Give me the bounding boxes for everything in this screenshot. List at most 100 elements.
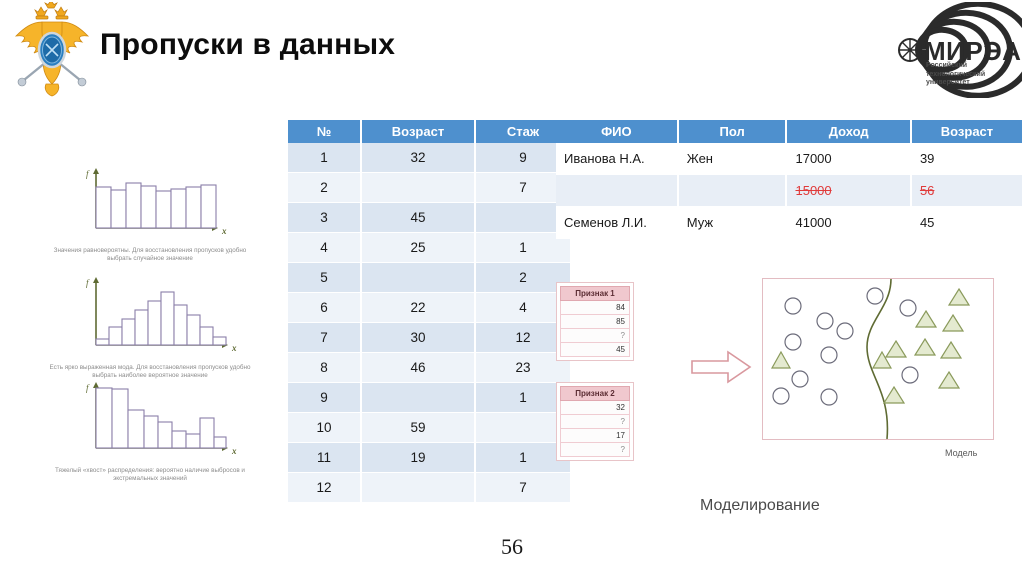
cell-age: 59 [361, 412, 476, 443]
cell-age: 22 [361, 292, 476, 323]
cell-num: 3 [288, 202, 362, 233]
feature-box-1-value-2: ? [560, 329, 630, 343]
table-row: 7 30 12 [288, 322, 572, 353]
table-duplicates: ФИО Пол Доход Возраст Иванова Н.А. Жен 170… [556, 120, 1024, 239]
cell-age [361, 172, 476, 203]
page-title: Пропуски в данных [100, 28, 396, 61]
slide-header: Пропуски в данных МИРЭА Российский техно… [0, 0, 1024, 100]
distribution-caption-heavy-tail: Тяжелый «хвост» распределения: вероятно … [55, 467, 245, 482]
cell-age: 56 [910, 174, 1024, 207]
cell-income: 15000 [786, 174, 912, 207]
cell-gender [677, 174, 788, 207]
cell-gender: Муж [677, 206, 788, 239]
cell-exp [475, 412, 572, 443]
chart2-x-label: x [231, 343, 237, 353]
cell-num: 10 [288, 412, 362, 443]
class-b-triangles [770, 287, 971, 404]
model-scatter-svg [770, 278, 971, 440]
chart1-y-label: f [86, 169, 90, 179]
mirea-logo: МИРЭА Российский технологический универс… [862, 0, 1024, 99]
table-row: 1 32 9 [288, 143, 572, 173]
distribution-chart-heavy-tail: f x Тяжелый «хвост» распределения: вероя… [30, 382, 270, 483]
cell-num: 9 [288, 382, 362, 413]
model-label: Модель [945, 448, 978, 458]
feature-box-2-value-2: 17 [560, 429, 630, 443]
column-header-income: Доход [786, 120, 912, 143]
feature-box-2-value-1: ? [560, 415, 630, 429]
cell-age: 30 [361, 322, 476, 353]
table-row: 11 19 1 [288, 442, 572, 473]
cell-fio [556, 174, 679, 207]
table-duplicates-head: ФИО Пол Доход Возраст [556, 120, 1024, 143]
cell-income: 17000 [786, 143, 912, 175]
table-missing-values: № Возраст Стаж 1 32 9 2 7 3 45 4 25 1 5 2 6 22 4 7 30 12 8… [288, 120, 572, 503]
table-row: 15000 56 [556, 174, 1024, 207]
table-missing-values-body: 1 32 9 2 7 3 45 4 25 1 5 2 6 22 4 7 30 12 8 46 23 9 1 10 59 11 19 1… [288, 143, 572, 503]
cell-exp: 1 [475, 232, 572, 263]
cell-num: 12 [288, 472, 362, 503]
table-missing-values-head: № Возраст Стаж [288, 120, 572, 143]
feature-box-2-value-3: ? [560, 443, 630, 457]
column-header-age: Возраст [910, 120, 1024, 143]
table-row: 8 46 23 [288, 352, 572, 383]
cell-age: 45 [361, 202, 476, 233]
table-row: 6 22 4 [288, 292, 572, 323]
page-number: 56 [501, 534, 523, 559]
russian-coat-of-arms-icon [14, 2, 90, 97]
cell-exp: 12 [475, 322, 572, 353]
cell-age: 46 [361, 352, 476, 383]
cell-exp: 2 [475, 262, 572, 293]
table-header-row: ФИО Пол Доход Возраст [556, 120, 1024, 143]
feature-box-2: Признак 2 32 ? 17 ? [556, 382, 634, 461]
cell-income: 41000 [786, 206, 912, 239]
cell-exp: 9 [475, 143, 572, 173]
feature-box-1: Признак 1 84 85 ? 45 [556, 282, 634, 361]
cell-age: 45 [910, 206, 1024, 239]
cell-num: 1 [288, 143, 362, 173]
cell-exp: 1 [475, 442, 572, 473]
heavy-tail-histogram-svg: f x [86, 382, 237, 456]
cell-exp: 4 [475, 292, 572, 323]
table-header-row: № Возраст Стаж [288, 120, 572, 143]
cell-fio: Семенов Л.И. [556, 206, 679, 239]
feature-box-1-value-0: 84 [560, 301, 630, 315]
feature-box-1-value-3: 45 [560, 343, 630, 357]
cell-exp [475, 202, 572, 233]
arrow-right-icon [691, 350, 752, 384]
cell-num: 5 [288, 262, 362, 293]
cell-num: 7 [288, 322, 362, 353]
cell-exp: 1 [475, 382, 572, 413]
feature-box-1-title: Признак 1 [560, 286, 630, 301]
cell-age: 32 [361, 143, 476, 173]
table-row: 4 25 1 [288, 232, 572, 263]
feature-box-2-title: Признак 2 [560, 386, 630, 401]
cell-age [361, 262, 476, 293]
table-duplicates-body: Иванова Н.А. Жен 17000 39 15000 56 Семенов Л.И… [556, 143, 1024, 239]
unimodal-histogram-svg: f x [86, 277, 237, 353]
model-diagram [762, 278, 994, 440]
table-row: 10 59 [288, 412, 572, 443]
cell-age: 25 [361, 232, 476, 263]
cell-age [361, 472, 476, 503]
cell-exp: 7 [475, 472, 572, 503]
cell-num: 8 [288, 352, 362, 383]
distribution-caption-unimodal: Есть ярко выраженная мода. Для восстанов… [49, 364, 251, 379]
cell-exp: 7 [475, 172, 572, 203]
mirea-wordmark: МИРЭА [924, 36, 1022, 66]
cell-num: 6 [288, 292, 362, 323]
cell-gender: Жен [677, 143, 788, 175]
struck-value: 56 [919, 183, 935, 198]
cell-num: 2 [288, 172, 362, 203]
column-header-fio: ФИО [556, 120, 679, 143]
distribution-caption-uniform: Значения равновероятны. Для восстановлен… [53, 247, 247, 262]
chart3-x-label: x [231, 446, 237, 456]
table-row: Семенов Л.И. Муж 41000 45 [556, 206, 1024, 239]
chart1-x-label: x [221, 226, 227, 236]
chart3-y-label: f [86, 383, 90, 393]
cell-fio: Иванова Н.А. [556, 143, 679, 175]
cell-num: 4 [288, 232, 362, 263]
cell-exp: 23 [475, 352, 572, 383]
feature-box-1-value-1: 85 [560, 315, 630, 329]
